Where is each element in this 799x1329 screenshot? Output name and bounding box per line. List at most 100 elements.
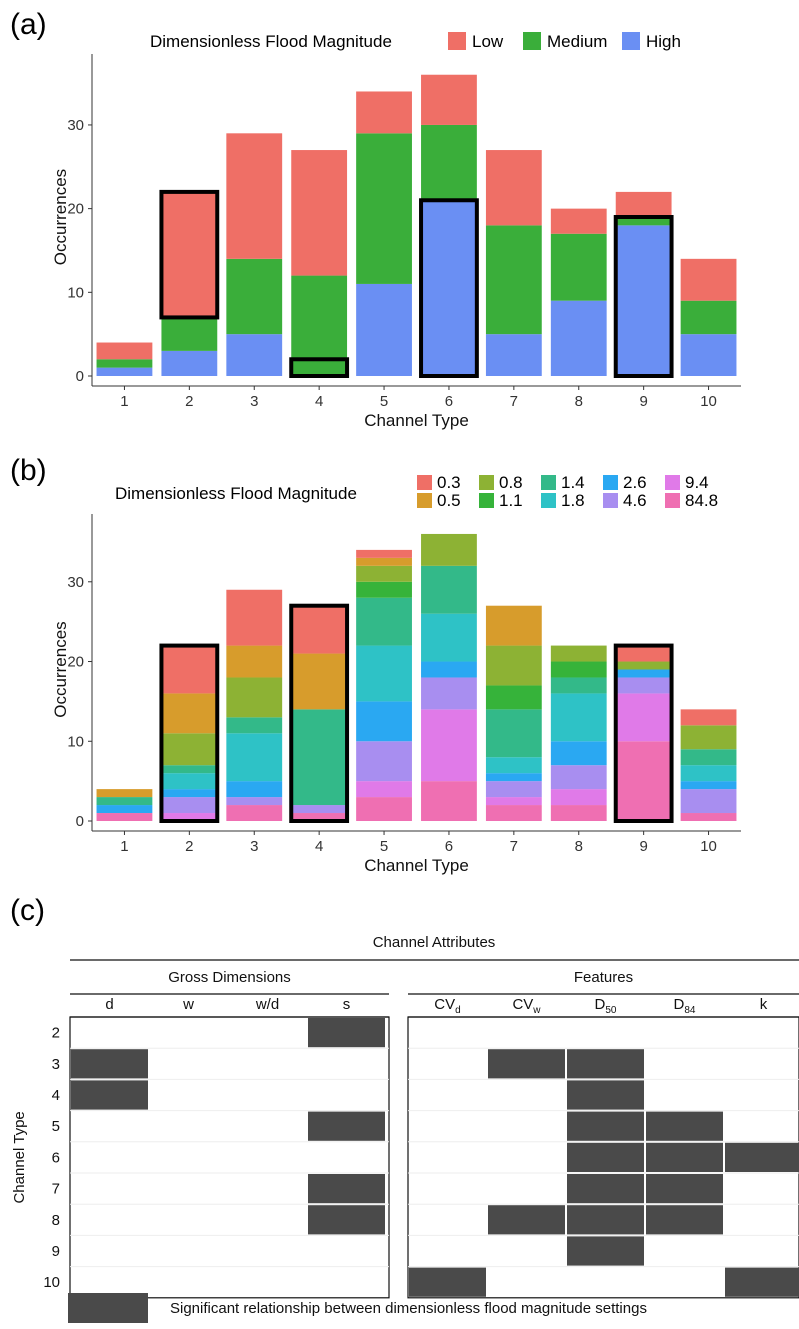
highlight-box-cat-6	[419, 198, 479, 378]
bar-84_8-cat-9	[615, 741, 672, 821]
bar-1_8-cat-8	[550, 693, 607, 742]
highlight-box-cat-2	[159, 189, 220, 320]
bar-1_4-cat-6	[421, 565, 477, 614]
legend-title: Dimensionless Flood Magnitude	[115, 484, 357, 503]
chart-c: (c) Channel Attributes Gross Dimensions d w w…	[10, 894, 799, 1323]
bar-9_4-cat-7	[485, 797, 542, 806]
legend-swatch-1_1	[479, 493, 494, 508]
bar-4_6-cat-9	[615, 677, 672, 694]
bar-0_3-cat-2	[161, 645, 218, 694]
significant-cell-row-8-s	[308, 1205, 385, 1235]
panel-label: (a)	[10, 8, 47, 41]
x-tick-label: 6	[445, 393, 453, 410]
bar-Medium-cat-5	[356, 133, 412, 284]
bar-Medium-cat-7	[485, 225, 542, 335]
panel-label: (c)	[10, 894, 45, 927]
bar-2_6-cat-1	[96, 805, 153, 814]
column-header-CV_w: CVw	[512, 996, 541, 1016]
significant-cell-row-4-D_50	[567, 1080, 644, 1110]
row-label-7: 7	[52, 1181, 60, 1198]
bar-0_5-cat-1	[96, 789, 153, 798]
row-label-4: 4	[52, 1087, 60, 1104]
x-tick-label: 3	[250, 393, 258, 410]
x-tick-label: 2	[185, 838, 193, 855]
bar-84_8-cat-7	[485, 805, 542, 821]
bar-84_8-cat-10	[680, 813, 737, 821]
legend-label-low: Low	[472, 32, 504, 51]
bar-Medium-cat-6	[421, 124, 477, 201]
bar-9_4-cat-8	[550, 789, 607, 806]
x-tick-label: 10	[700, 393, 717, 410]
legend-label-1_1: 1.1	[499, 491, 523, 510]
highlight-box-cat-9	[613, 215, 674, 378]
bar-1_4-cat-5	[356, 597, 412, 646]
legend-label-4_6: 4.6	[623, 491, 647, 510]
bar-0_8-cat-10	[680, 725, 737, 750]
bar-84_8-cat-8	[550, 805, 607, 821]
highlight-box-cat-2	[159, 643, 220, 823]
bar-0_3-cat-9	[615, 645, 672, 662]
bar-2_6-cat-5	[356, 701, 412, 742]
significant-cell-row-5-D_50	[567, 1111, 644, 1141]
bar-1_4-cat-8	[550, 677, 607, 694]
legend-swatch-0_5	[417, 493, 432, 508]
significant-cell-row-9-D_50	[567, 1236, 644, 1266]
significant-cell-row-7-D_84	[646, 1174, 723, 1204]
bar-Low-cat-8	[550, 208, 607, 234]
legend-swatch-4_6	[603, 493, 618, 508]
table-title: Channel Attributes	[373, 934, 496, 951]
x-tick-label: 8	[575, 393, 583, 410]
significant-cell-row-8-D_84	[646, 1205, 723, 1235]
bar-0_5-cat-7	[485, 605, 542, 646]
y-tick-label: 30	[67, 117, 84, 134]
x-tick-label: 5	[380, 838, 388, 855]
bar-0_3-cat-4	[291, 605, 348, 654]
row-label-6: 6	[52, 1149, 60, 1166]
significant-cell-row-10-k	[725, 1267, 799, 1297]
significant-cell-row-8-D_50	[567, 1205, 644, 1235]
bar-4_6-cat-5	[356, 741, 412, 782]
legend-swatch-significant	[68, 1293, 148, 1323]
bar-1_8-cat-10	[680, 765, 737, 782]
column-header-w-d: w/d	[255, 996, 279, 1013]
column-header-d: d	[105, 996, 113, 1013]
bar-High-cat-7	[485, 334, 542, 376]
bar-1_1-cat-8	[550, 661, 607, 678]
bar-1_1-cat-7	[485, 685, 542, 710]
bar-9_4-cat-2	[161, 813, 218, 821]
column-header-s: s	[343, 996, 351, 1013]
row-label-10: 10	[43, 1274, 60, 1291]
bar-1_8-cat-2	[161, 773, 218, 790]
column-header-D_84: D84	[674, 996, 696, 1016]
bar-Low-cat-4	[291, 150, 348, 276]
bar-Medium-cat-8	[550, 233, 607, 301]
bar-High-cat-8	[550, 300, 607, 376]
x-tick-label: 9	[639, 838, 647, 855]
bar-1_4-cat-7	[485, 709, 542, 758]
bar-Low-cat-7	[485, 150, 542, 226]
legend-label-2_6: 2.6	[623, 473, 647, 492]
row-label-2: 2	[52, 1025, 60, 1042]
bar-9_4-cat-5	[356, 781, 412, 798]
bar-High-cat-3	[226, 334, 283, 376]
bar-1_8-cat-3	[226, 733, 283, 782]
legend-title: Dimensionless Flood Magnitude	[150, 32, 392, 51]
chart-b: (b) 0 10 20 30 1 2 3 4 5 6 7 8 9 10 Channel Type Occurre…	[10, 454, 741, 875]
y-tick-label: 20	[67, 654, 84, 671]
bar-High-cat-2	[161, 350, 218, 376]
chart-a: (a) 0 10 20 30 1 2 3 4 5 6 7 8 9 10 Channel Type Occurre…	[10, 8, 741, 430]
x-tick-label: 7	[510, 393, 518, 410]
bar-1_4-cat-10	[680, 749, 737, 766]
row-label-9: 9	[52, 1243, 60, 1260]
bar-0_5-cat-5	[356, 557, 412, 566]
legend-label-high: High	[646, 32, 681, 51]
panel-label: (b)	[10, 454, 47, 487]
significant-cell-row-3-CV_w	[488, 1049, 565, 1079]
bar-1_8-cat-7	[485, 757, 542, 774]
x-tick-label: 1	[120, 838, 128, 855]
legend-swatch-0_3	[417, 475, 432, 490]
significant-cell-row-5-D_84	[646, 1111, 723, 1141]
legend-swatch-84_8	[665, 493, 680, 508]
x-tick-label: 3	[250, 838, 258, 855]
significant-cell-row-2-s	[308, 1018, 385, 1048]
